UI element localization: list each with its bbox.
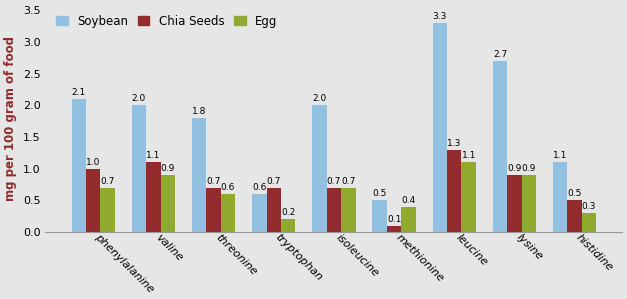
Bar (493, 61, 507, 232)
Text: 0.7: 0.7 (341, 177, 356, 186)
Text: 0.5: 0.5 (372, 189, 387, 198)
Bar (281, 219, 295, 232)
Bar (327, 188, 341, 232)
Bar (433, 23, 447, 232)
Bar (372, 201, 387, 232)
Bar (221, 194, 235, 232)
Bar (252, 194, 266, 232)
Text: 0.2: 0.2 (281, 208, 295, 217)
Text: 0.7: 0.7 (327, 177, 341, 186)
Bar (266, 188, 281, 232)
Bar (582, 213, 596, 232)
Bar (401, 207, 416, 232)
Bar (341, 188, 356, 232)
Bar (71, 99, 86, 232)
Bar (146, 162, 161, 232)
Bar (522, 175, 536, 232)
Bar (553, 162, 567, 232)
Bar (100, 188, 115, 232)
Text: 0.9: 0.9 (161, 164, 175, 173)
Text: 1.1: 1.1 (553, 151, 567, 160)
Text: 3.3: 3.3 (433, 12, 447, 21)
Text: 1.8: 1.8 (192, 107, 206, 116)
Bar (387, 226, 401, 232)
Text: 0.4: 0.4 (401, 196, 416, 205)
Bar (206, 188, 221, 232)
Text: 2.0: 2.0 (312, 94, 327, 103)
Bar (86, 169, 100, 232)
Text: 0.3: 0.3 (582, 202, 596, 211)
Bar (192, 118, 206, 232)
Text: 0.9: 0.9 (507, 164, 522, 173)
Text: 1.1: 1.1 (146, 151, 161, 160)
Bar (312, 106, 327, 232)
Bar (447, 150, 461, 232)
Text: 1.3: 1.3 (447, 139, 461, 148)
Bar (161, 175, 175, 232)
Text: 0.6: 0.6 (252, 183, 266, 192)
Text: 0.7: 0.7 (206, 177, 221, 186)
Text: 0.9: 0.9 (522, 164, 536, 173)
Text: 0.5: 0.5 (567, 189, 582, 198)
Text: 0.6: 0.6 (221, 183, 235, 192)
Text: 0.7: 0.7 (266, 177, 281, 186)
Y-axis label: mg per 100 gram of food: mg per 100 gram of food (4, 36, 17, 201)
Text: 1.1: 1.1 (461, 151, 476, 160)
Text: 0.7: 0.7 (100, 177, 115, 186)
Text: 2.7: 2.7 (493, 50, 507, 59)
Text: 2.0: 2.0 (132, 94, 146, 103)
Text: 1.0: 1.0 (86, 158, 100, 167)
Bar (132, 106, 146, 232)
Bar (507, 175, 522, 232)
Text: 2.1: 2.1 (71, 88, 86, 97)
Bar (567, 201, 582, 232)
Text: 0.1: 0.1 (387, 215, 401, 224)
Bar (461, 162, 476, 232)
Legend: Soybean, Chia Seeds, Egg: Soybean, Chia Seeds, Egg (51, 10, 282, 33)
